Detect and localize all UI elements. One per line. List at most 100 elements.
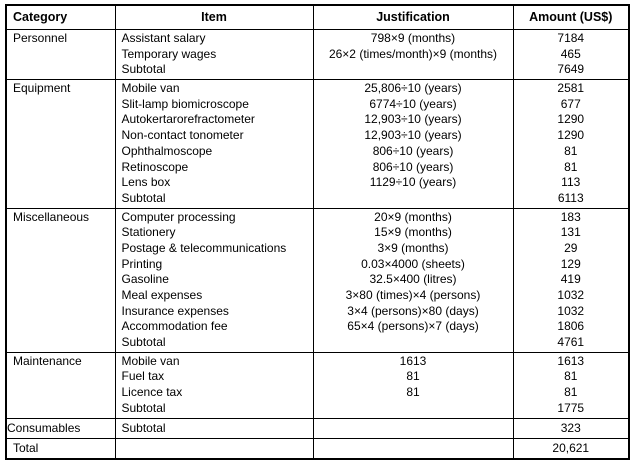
amount-value: 1032 [557,303,585,318]
amount-value: 81 [564,143,578,158]
category-cell: Consumables [5,417,116,440]
amount-value: 113 [561,175,581,190]
justification-value: 65×4 (persons)×7 (days) [347,319,479,334]
amount-value: 2581 [557,81,585,96]
item-label: Stationery [121,225,176,240]
budget-section-row: Equipment Mobile van Slit-lamp biomicrosco… [5,79,630,209]
amount-value: 1613 [557,353,585,368]
justification-value [314,421,513,437]
justification-value [314,401,513,417]
item-label: Subtotal [121,400,166,415]
budget-table-page: Category Item Justification Amount (US$)… [5,4,630,460]
amount-value: 183 [560,209,581,224]
total-justification [314,441,513,457]
item-label: Subtotal [121,190,166,205]
category-cell: Equipment [5,79,116,209]
justification-value: 20×9 (months) [374,209,452,224]
justification-cell: 25,806÷10 (years) 6774÷10 (years) 12,903÷1… [312,79,514,209]
amount-cell: 7184 465 7649 [512,28,630,81]
header-amount: Amount (US$) [512,4,630,30]
budget-section-row: Personnel Assistant salary Temporary wages… [5,28,630,81]
item-label: Licence tax [121,385,183,400]
total-amount-value: 20,621 [552,440,590,455]
amount-value: 29 [564,240,578,255]
budget-section-row: Consumables Subtotal 323 [5,417,630,440]
total-item-cell [114,438,314,460]
amount-value: 1806 [557,319,585,334]
total-label-cell: Total [5,438,116,460]
amount-value: 131 [560,225,581,240]
item-label: Mobile van [121,81,180,96]
amount-value: 81 [564,159,578,174]
justification-value: 12,903÷10 (years) [364,112,462,127]
category-cell: Personnel [5,28,116,81]
justification-cell: 1613 81 81 [312,351,514,419]
category-cell: Maintenance [5,351,116,419]
budget-section-row: Miscellaneous Computer processing Statione… [5,207,630,353]
justification-value: 3×4 (persons)×80 (days) [347,303,479,318]
item-label: Meal expenses [121,288,203,302]
item-label: Gasoline [121,272,169,287]
amount-value: 1032 [557,288,585,302]
justification-value [314,335,513,351]
category-label: Consumables [7,420,81,435]
amount-value: 81 [564,385,578,400]
total-label: Total [13,440,39,455]
amount-cell: 1613 81 81 1775 [512,351,630,419]
justification-value [314,191,513,207]
header-justification: Justification [312,4,514,30]
justification-cell [312,417,514,440]
justification-value: 1129÷10 (years) [369,175,457,190]
header-row: Category Item Justification Amount (US$) [5,4,630,30]
item-label: Lens box [121,175,171,190]
budget-table-body: Personnel Assistant salary Temporary wages… [5,28,630,460]
justification-value: 32.5×400 (litres) [369,272,457,287]
total-amount-value-cell: 20,621 [512,438,630,460]
category-label: Personnel [13,31,68,45]
total-row: Total 20,621 [5,438,630,460]
justification-value: 0.03×4000 (sheets) [361,256,465,271]
item-label: Non-contact tonometer [121,128,244,143]
item-label: Computer processing [121,209,236,224]
category-cell: Miscellaneous [5,207,116,353]
item-label: Postage & telecommunications [121,240,287,255]
item-label: Subtotal [121,420,166,435]
amount-value: 81 [564,369,578,384]
amount-cell: 323 [512,417,630,440]
amount-value: 677 [560,96,581,111]
justification-value: 806÷10 (years) [372,143,454,158]
justification-value: 81 [406,369,420,384]
justification-value: 1613 [399,353,427,368]
item-label: Temporary wages [121,46,217,61]
category-label: Miscellaneous [13,209,90,224]
budget-section-row: Maintenance Mobile van Fuel tax Licence tax… [5,351,630,419]
item-label: Mobile van [121,353,180,368]
amount-cell: 2581 677 1290 1290 81 81 113 6113 [512,79,630,209]
item-label: Autokertarorefractometer [121,112,255,127]
amount-value: 7649 [557,62,585,77]
total-justification-cell [312,438,514,460]
item-label: Subtotal [121,335,166,350]
item-label: Slit-lamp biomicroscope [121,96,249,111]
justification-value: 81 [406,385,420,400]
header-category: Category [5,4,116,30]
amount-value: 1290 [557,112,585,127]
item-cell: Assistant salary Temporary wages Subtotal [114,28,314,81]
amount-value: 4761 [557,335,585,350]
justification-value: 3×80 (times)×4 (persons) [345,288,481,302]
category-label: Maintenance [13,353,82,368]
budget-table: Category Item Justification Amount (US$)… [5,4,630,460]
item-cell: Computer processing Stationery Postage & t… [114,207,314,353]
item-label: Insurance expenses [121,303,229,318]
justification-value: 6774÷10 (years) [369,96,457,111]
justification-value: 26×2 (times/month)×9 (months) [328,46,498,61]
item-label: Accommodation fee [121,319,228,334]
amount-cell: 183 131 29 129 419 1032 1032 1806 4761 [512,207,630,353]
justification-value: 806÷10 (years) [372,159,454,174]
item-label: Retinoscope [121,159,189,174]
item-label: Printing [121,256,163,271]
justification-value: 15×9 (months) [374,225,452,240]
amount-value: 129 [560,256,581,271]
amount-value: 7184 [557,31,585,45]
item-cell: Subtotal [114,417,314,440]
